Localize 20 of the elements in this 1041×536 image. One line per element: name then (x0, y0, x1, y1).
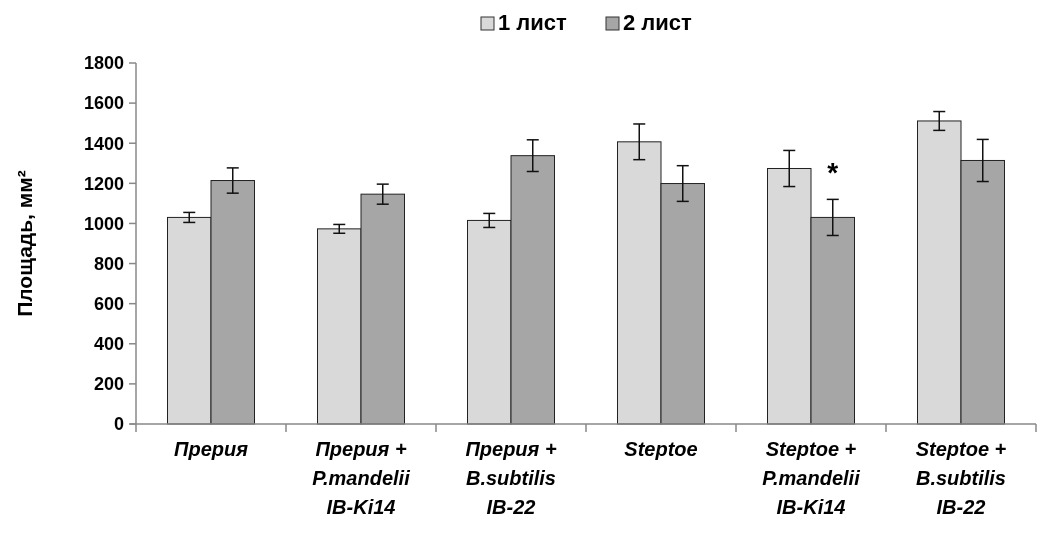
y-tick-label: 0 (113, 414, 124, 435)
x-tick-label: Прерия + B.subtilis IB-22 (465, 438, 557, 518)
y-tick-label: 800 (93, 253, 124, 274)
x-tick-label: Прерия + P.mandelii IB-Ki14 (312, 438, 411, 518)
x-tick-label: Прерия (174, 438, 249, 460)
x-tick-label: Steptoe + B.subtilis IB-22 (915, 438, 1007, 518)
x-tick-label: Steptoe + P.mandelii IB-Ki14 (762, 438, 861, 518)
legend-label: 2 лист (623, 10, 693, 35)
y-tick-label: 1200 (83, 173, 124, 194)
y-tick-label: 200 (93, 374, 124, 395)
y-tick-label: 600 (93, 293, 124, 314)
y-tick-label: 1800 (83, 53, 124, 74)
y-tick-label: 1400 (83, 133, 124, 154)
y-tick-label: 1600 (83, 93, 124, 114)
y-tick-label: 1000 (83, 213, 124, 234)
annotation: * (827, 157, 839, 189)
y-axis-title: Площадь, мм² (13, 170, 36, 317)
legend-label: 1 лист (498, 10, 568, 35)
x-tick-label: Steptoe (624, 438, 698, 460)
y-tick-label: 400 (93, 334, 124, 355)
